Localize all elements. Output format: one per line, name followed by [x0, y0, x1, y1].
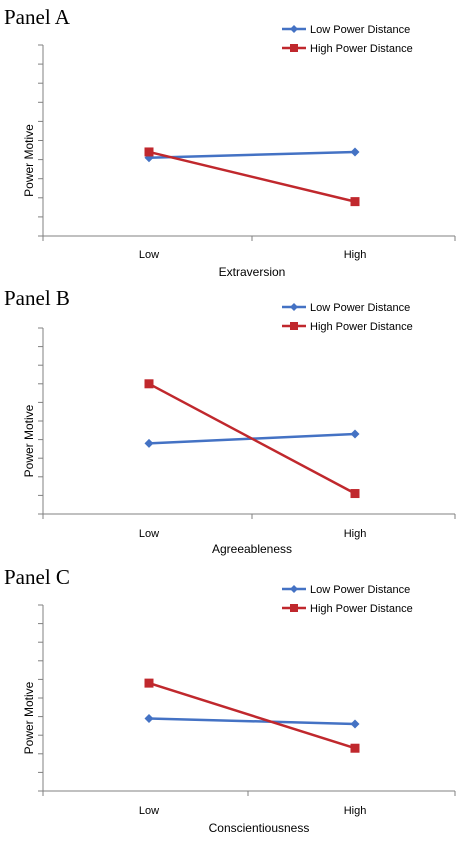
legend-marker-diamond [290, 25, 298, 33]
panel-label: Panel C [4, 565, 70, 589]
data-point-diamond [350, 147, 360, 157]
series-line [148, 717, 356, 726]
series-line [148, 150, 356, 203]
legend-label: High Power Distance [310, 321, 413, 333]
data-point-diamond [144, 438, 154, 448]
legend-marker-diamond [290, 585, 298, 593]
chart-panel-1: Panel A Low High Extraversion Power Motive Lo… [4, 5, 456, 279]
x-tick-label: High [344, 249, 367, 261]
chart-panel-3: Panel C Low High Conscientiousness Power Mot… [4, 565, 456, 835]
x-tick-label: Low [139, 249, 159, 261]
series-line [148, 382, 356, 495]
data-point-square [144, 147, 154, 157]
x-axis-title: Extraversion [219, 265, 286, 279]
data-point-diamond [350, 719, 360, 729]
y-axis-title: Power Motive [22, 681, 36, 754]
chart-panel-2: Panel B Low High Agreeableness Power Motive L… [4, 286, 456, 556]
x-tick-label: Low [139, 805, 159, 817]
panel-label: Panel B [4, 286, 70, 310]
legend-marker-square [290, 322, 298, 330]
x-tick-label: High [344, 805, 367, 817]
panel-label: Panel A [4, 5, 71, 29]
y-axis-title: Power Motive [22, 404, 36, 477]
legend-label: Low Power Distance [310, 584, 410, 596]
x-axis-title: Agreeableness [212, 542, 292, 556]
series-line [148, 150, 356, 159]
data-point-diamond [350, 429, 360, 439]
data-point-square [350, 743, 360, 753]
data-point-square [350, 489, 360, 499]
legend-marker-square [290, 44, 298, 52]
data-point-diamond [144, 713, 154, 723]
legend-label: High Power Distance [310, 603, 413, 615]
legend-label: High Power Distance [310, 43, 413, 55]
series-line [148, 681, 356, 750]
legend-marker-square [290, 604, 298, 612]
x-axis-title: Conscientiousness [209, 821, 310, 835]
legend-marker-diamond [290, 303, 298, 311]
x-tick-label: High [344, 528, 367, 540]
data-point-square [350, 197, 360, 207]
y-axis-title: Power Motive [22, 124, 36, 197]
legend-label: Low Power Distance [310, 24, 410, 36]
data-point-square [144, 379, 154, 389]
x-tick-label: Low [139, 528, 159, 540]
data-point-square [144, 678, 154, 688]
legend-label: Low Power Distance [310, 302, 410, 314]
